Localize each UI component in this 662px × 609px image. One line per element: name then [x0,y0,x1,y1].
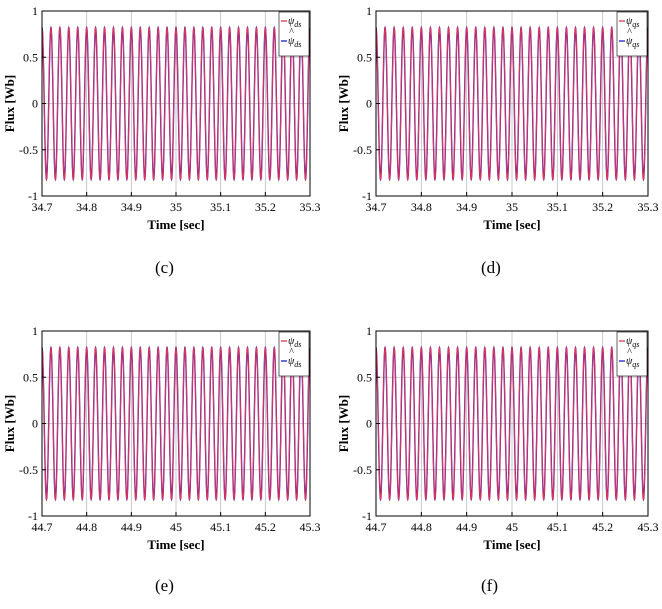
legend: ψqs ψqs^ [616,11,648,57]
y-tick-label: -0.5 [353,463,372,477]
legend-box [616,11,648,57]
x-tick-label: 35 [170,200,182,214]
legend-entry: ψds [288,36,301,49]
legend-hat-mark: ^ [289,347,294,358]
y-tick-label: 1 [32,324,38,338]
x-tick-label: 44.7 [32,520,53,534]
chart-panel-d: 34.7 34.8 34.9 35 35.1 35.2 35.3 -1 -0.5 0 0.5 1 Tim… [336,4,659,232]
panel-caption-f: (f) [481,576,498,595]
series-line-actual [375,26,649,181]
x-axis-label: Time [sec] [147,537,204,552]
x-tick-label: 44.9 [456,520,477,534]
y-tick-label: -1 [362,189,372,203]
y-axis-label: Flux [Wb] [2,395,17,452]
legend-hat-mark: ^ [289,27,294,38]
x-tick-label: 45.3 [300,520,321,534]
legend: ψqs ψqs^ [616,331,648,377]
x-tick-label: 35.2 [255,200,276,214]
grid [42,11,310,196]
y-tick-label: -0.5 [19,143,38,157]
x-tick-label: 34.9 [121,200,142,214]
y-tick-label: -1 [362,509,372,523]
x-tick-label: 45.3 [638,520,659,534]
legend-entry: ψqs [626,36,639,49]
x-axis-label: Time [sec] [483,537,540,552]
x-tick-label: 44.8 [411,520,432,534]
y-tick-label: 1 [32,4,38,18]
legend-entry: ψds [288,336,301,349]
y-tick-label: 1 [366,4,372,18]
x-tick-label: 35 [506,200,518,214]
legend: ψds ψds^ [278,331,310,377]
y-tick-label: 0 [32,97,38,111]
grid [42,331,310,516]
x-tick-label: 34.8 [411,200,432,214]
series-line-actual [375,346,649,501]
x-tick-label: 35.1 [547,200,568,214]
x-tick-label: 34.7 [32,200,53,214]
y-tick-label: 0 [366,97,372,111]
legend-entry: ψqs [626,356,639,369]
chart-panel-c: 34.7 34.8 34.9 35 35.1 35.2 35.3 -1 -0.5 0 0.5 1 Tim… [2,4,321,232]
y-axis-label: Flux [Wb] [336,395,351,452]
legend-entry: ψds [288,356,301,369]
legend-hat-mark: ^ [627,347,632,358]
chart-panel-f: 44.7 44.8 44.9 45 45.1 45.2 45.3 -1 -0.5 0 0.5 1 Tim… [336,324,659,552]
grid [376,11,648,196]
x-tick-label: 34.9 [456,200,477,214]
y-axis-label: Flux [Wb] [336,75,351,132]
panel-caption-d: (d) [481,258,501,277]
y-tick-label: 0.5 [23,370,38,384]
chart-panel-e: 44.7 44.8 44.9 45 45.1 45.2 45.3 -1 -0.5 0 0.5 1 Tim… [2,324,321,552]
panel-caption-c: (c) [155,258,174,277]
x-tick-label: 45.1 [210,520,231,534]
x-tick-label: 45.2 [255,520,276,534]
y-tick-label: 0.5 [23,50,38,64]
x-tick-label: 45.2 [592,520,613,534]
x-axis-label: Time [sec] [483,217,540,232]
y-tick-label: -0.5 [19,463,38,477]
y-tick-label: -0.5 [353,143,372,157]
legend-entry: ψqs [626,16,639,29]
series-line-actual [41,26,311,181]
x-tick-label: 34.8 [76,200,97,214]
x-tick-label: 34.7 [366,200,387,214]
y-tick-label: 0.5 [357,370,372,384]
legend-box [278,331,310,377]
y-tick-label: 1 [366,324,372,338]
x-tick-label: 45 [170,520,182,534]
series-line-actual [41,346,311,501]
x-tick-label: 45.1 [547,520,568,534]
panel-caption-e: (e) [155,576,174,595]
y-tick-label: 0.5 [357,50,372,64]
x-axis-label: Time [sec] [147,217,204,232]
legend-box [278,11,310,57]
legend-box [616,331,648,377]
y-tick-label: -1 [28,509,38,523]
y-tick-label: 0 [32,417,38,431]
x-tick-label: 35.3 [638,200,659,214]
x-tick-label: 35.2 [592,200,613,214]
legend: ψds ψds^ [278,11,310,57]
x-tick-label: 44.7 [366,520,387,534]
x-tick-label: 45 [506,520,518,534]
y-axis-label: Flux [Wb] [2,75,17,132]
legend-entry: ψqs [626,336,639,349]
x-tick-label: 44.8 [76,520,97,534]
x-tick-label: 44.9 [121,520,142,534]
y-tick-label: 0 [366,417,372,431]
x-tick-label: 35.1 [210,200,231,214]
legend-entry: ψds [288,16,301,29]
x-tick-label: 35.3 [300,200,321,214]
legend-hat-mark: ^ [627,27,632,38]
y-tick-label: -1 [28,189,38,203]
grid [376,331,648,516]
